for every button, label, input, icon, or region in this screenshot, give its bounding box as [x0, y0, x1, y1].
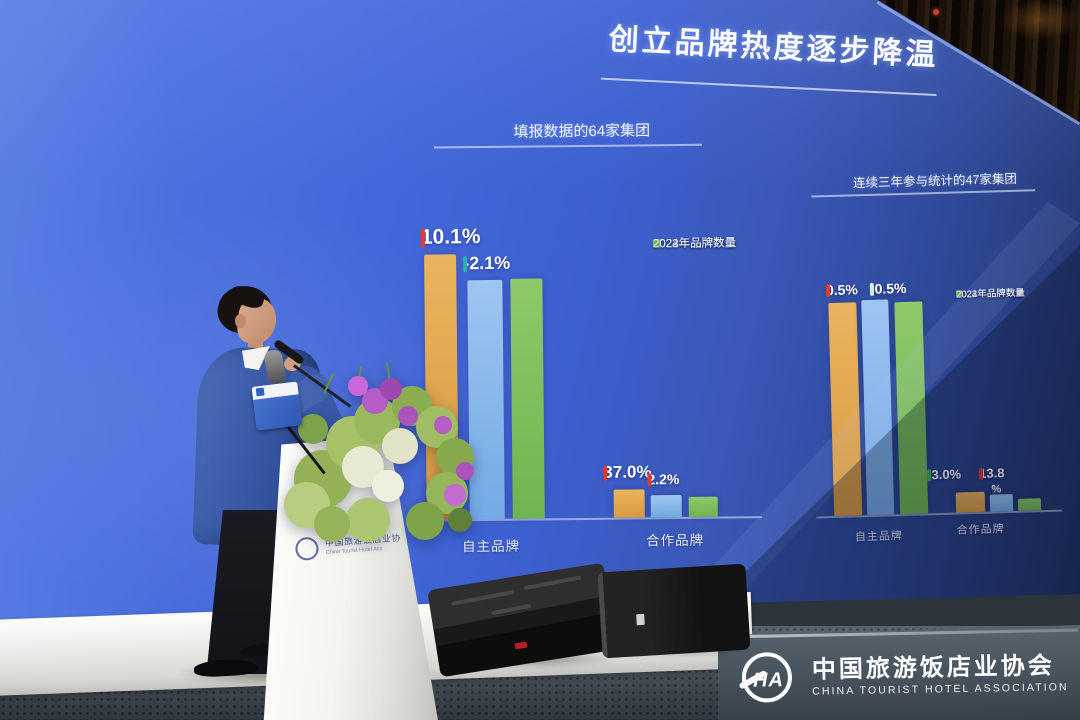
flower-white: [382, 428, 418, 464]
presenter-shoe: [193, 658, 259, 678]
microphone-flag: [251, 381, 303, 431]
flower-green: [346, 498, 390, 542]
flower-green: [314, 506, 350, 542]
up-arrow-icon: [647, 472, 652, 486]
bar-2022-own-brand: [510, 278, 545, 519]
up-arrow-icon: [825, 283, 831, 297]
flower-green: [406, 502, 444, 540]
bar-2024-coop-brand: [613, 489, 645, 518]
slide-title: 创立品牌热度逐步降温: [607, 22, 940, 73]
flower-green: [298, 414, 328, 444]
bar-2023-own-brand: [861, 299, 895, 516]
bar-2022-own-brand: [894, 301, 929, 515]
bar-2022-coop-brand: [688, 496, 718, 517]
up-arrow-icon: [603, 465, 608, 481]
bar-2023-coop-brand: [989, 494, 1014, 512]
down-arrow-icon: [463, 255, 468, 272]
up-arrow-icon: [420, 228, 425, 248]
flower-arrangement: [284, 362, 474, 550]
ceiling-warm-glow: [1000, 0, 1080, 40]
monitor-vent: [451, 589, 515, 606]
association-name-cn: 中国旅游饭店业协会: [811, 652, 1056, 684]
association-logo-ring: HA: [738, 651, 793, 703]
flower-purple: [434, 416, 452, 434]
flower-purple: [380, 378, 402, 400]
mic-flag-logo: [255, 387, 265, 397]
label-coop-2023-percent-wrap: %: [991, 483, 1002, 496]
association-logo: HA 中国旅游饭店业协会 CHINA TOURIST HOTEL ASSOCIA…: [738, 643, 1072, 715]
label-own-2024: 10.1%: [420, 225, 481, 249]
flower-leaf: [448, 508, 472, 532]
label-own-2023: -0.5%: [869, 279, 907, 297]
flower-purple: [444, 484, 466, 506]
stage-front-wall: [718, 625, 1080, 720]
monitor-logo: [514, 641, 528, 650]
label-coop-2023: 13.8: [978, 465, 1005, 481]
flower-purple: [398, 406, 418, 426]
down-arrow-icon: [926, 468, 932, 481]
label-coop-2023: 2.2%: [647, 471, 680, 488]
down-arrow-icon: [869, 282, 875, 296]
monitor-logo: [636, 613, 645, 626]
label-own-2024: 0.5%: [825, 281, 859, 299]
label-coop-2024: 37.0%: [603, 462, 652, 482]
indicator-light: [933, 9, 939, 15]
chart-panel-right: 连续三年参与统计的47家集团 0.5% -0.5%: [806, 159, 1073, 566]
title-underline: [600, 77, 937, 97]
flower-purple: [348, 376, 368, 396]
label-coop-2024: -3.0%: [926, 466, 962, 483]
label-own-2023: -2.1%: [463, 252, 511, 274]
flower-white: [372, 470, 404, 502]
monitor-vent: [523, 575, 582, 591]
up-arrow-icon: [978, 467, 984, 480]
chart-right-plot: 0.5% -0.5% -3.0% 13.8 %: [806, 160, 1063, 519]
bar-2022-coop-brand: [1017, 498, 1042, 511]
bar-2024-own-brand: [828, 302, 863, 517]
flower-purple: [456, 462, 474, 480]
category-coop-brand: 合作品牌: [646, 532, 705, 549]
bar-2023-own-brand: [467, 279, 505, 520]
monitor-vent: [491, 603, 532, 616]
bar-2024-coop-brand: [955, 491, 986, 513]
stage-monitor-right: [597, 563, 751, 659]
slide-title-block: 创立品牌热度逐步降温: [596, 13, 949, 104]
category-own-brand: 自主品牌: [462, 538, 521, 555]
bar-2023-coop-brand: [650, 494, 682, 518]
category-own-brand: 自主品牌: [854, 530, 904, 544]
presenter-ear: [235, 314, 246, 328]
category-coop-brand: 合作品牌: [956, 523, 1005, 537]
